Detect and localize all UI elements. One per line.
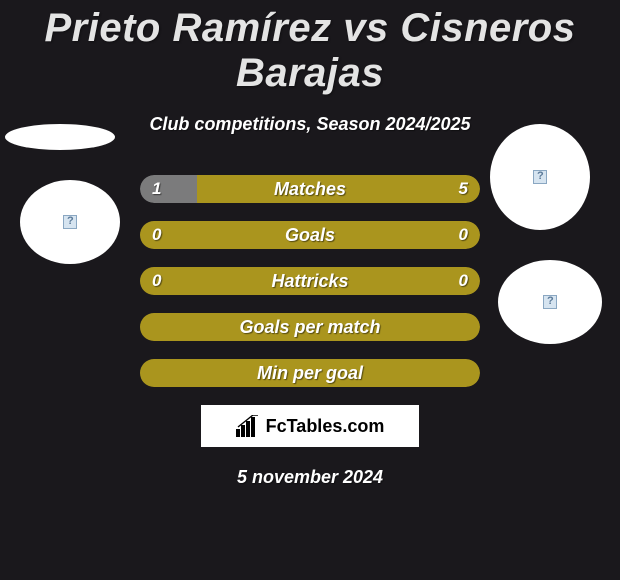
brand-box: FcTables.com — [201, 405, 419, 447]
placeholder-icon — [63, 215, 77, 229]
footer-date: 5 november 2024 — [0, 467, 620, 488]
placeholder-icon — [533, 170, 547, 184]
stat-row-min-per-goal: Min per goal — [140, 359, 480, 387]
decor-ellipse-top-left — [5, 124, 115, 150]
stats-container: 15Matches 00Goals 00Hattricks Goals per mat… — [140, 175, 480, 387]
stat-label: Min per goal — [140, 363, 480, 384]
decor-ellipse-top-right — [490, 124, 590, 230]
stat-label: Hattricks — [140, 271, 480, 292]
stat-row-goals-per-match: Goals per match — [140, 313, 480, 341]
bar-chart-icon — [236, 415, 260, 437]
placeholder-icon — [543, 295, 557, 309]
brand-text: FcTables.com — [266, 416, 385, 437]
stat-row-matches: 15Matches — [140, 175, 480, 203]
stat-label: Goals — [140, 225, 480, 246]
stat-label: Matches — [140, 179, 480, 200]
page-title: Prieto Ramírez vs Cisneros Barajas — [0, 0, 620, 96]
stat-label: Goals per match — [140, 317, 480, 338]
decor-ellipse-mid-right — [498, 260, 602, 344]
stat-row-hattricks: 00Hattricks — [140, 267, 480, 295]
decor-ellipse-mid-left — [20, 180, 120, 264]
stat-row-goals: 00Goals — [140, 221, 480, 249]
